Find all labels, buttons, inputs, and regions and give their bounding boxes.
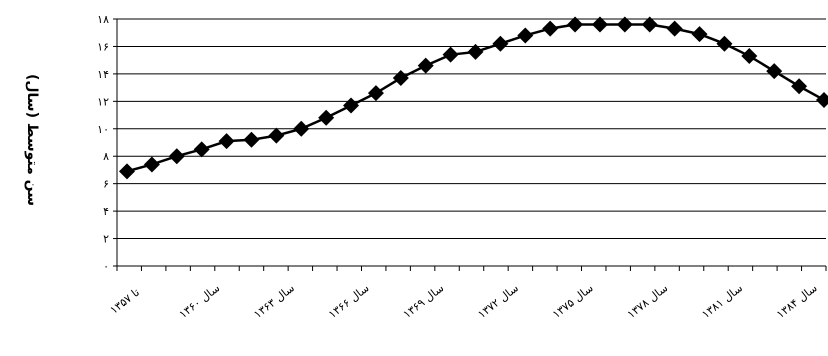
y-tick-label: ۱۰ bbox=[97, 123, 109, 136]
data-point bbox=[343, 97, 360, 114]
y-tick-label: ۲ bbox=[103, 233, 109, 246]
data-point bbox=[168, 148, 185, 165]
data-point bbox=[367, 85, 384, 102]
gridlines bbox=[117, 18, 826, 240]
data-point bbox=[318, 109, 335, 126]
data-point bbox=[143, 156, 160, 173]
data-point bbox=[641, 16, 658, 33]
x-tick-labels: تا ۱۳۵۷ سال ۱۳۶۰ سال ۱۳۶۳ سال ۱۳۶۶ سال ۱۳۶۹ س… bbox=[108, 281, 820, 321]
data-point bbox=[293, 120, 310, 137]
data-point bbox=[591, 16, 608, 33]
data-point bbox=[417, 57, 434, 74]
data-point bbox=[268, 127, 285, 144]
data-point bbox=[119, 163, 135, 180]
data-point bbox=[691, 26, 708, 43]
x-tick-label: سال ۱۳۶۶ bbox=[326, 281, 372, 321]
axes bbox=[113, 18, 827, 271]
data-point bbox=[542, 20, 559, 37]
data-point bbox=[666, 20, 683, 37]
x-tick-label: سال ۱۳۷۸ bbox=[625, 281, 671, 321]
y-tick-label: ۱۲ bbox=[97, 95, 109, 108]
data-point bbox=[567, 16, 584, 33]
data-point bbox=[442, 46, 459, 63]
data-point bbox=[193, 141, 210, 158]
x-tick-label: سال ۱۳۷۲ bbox=[475, 281, 521, 321]
x-tick-label: سال ۱۳۸۴ bbox=[774, 281, 820, 321]
x-tick-label: سال ۱۳۶۳ bbox=[251, 281, 297, 321]
y-tick-labels: ۰ ۲ ۴ ۶ ۸ ۱۰ ۱۲ ۱۴ ۱۶ ۱۸ bbox=[97, 13, 109, 273]
y-tick-label: ۴ bbox=[103, 205, 109, 218]
x-tick-label: تا ۱۳۵۷ bbox=[108, 286, 142, 317]
data-point bbox=[467, 43, 484, 60]
data-point bbox=[716, 35, 733, 52]
data-point bbox=[492, 35, 509, 52]
y-tick-label: ۶ bbox=[103, 178, 109, 191]
x-tick-label: سال ۱۳۶۹ bbox=[401, 281, 447, 321]
x-tick-label: سال ۱۳۸۱ bbox=[699, 281, 745, 321]
data-point bbox=[741, 48, 758, 65]
data-point bbox=[616, 16, 633, 33]
y-tick-label: ۱۶ bbox=[97, 40, 109, 53]
x-tick-label: سال ۱۳۷۵ bbox=[550, 281, 596, 321]
x-tick-label: سال ۱۳۶۰ bbox=[177, 281, 223, 321]
y-tick-label: ۱۴ bbox=[97, 68, 109, 81]
y-tick-label: ۱۸ bbox=[97, 13, 109, 26]
data-point bbox=[243, 131, 260, 148]
data-point bbox=[392, 70, 409, 87]
data-point bbox=[766, 63, 783, 80]
y-tick-label: ۰ bbox=[103, 260, 109, 273]
data-point bbox=[791, 78, 808, 95]
data-point bbox=[218, 133, 235, 150]
data-point bbox=[517, 27, 534, 44]
data-point bbox=[816, 91, 828, 108]
series bbox=[119, 16, 828, 180]
y-tick-label: ۸ bbox=[103, 150, 109, 163]
y-axis-label: سن متوسط (سال) bbox=[24, 74, 40, 206]
